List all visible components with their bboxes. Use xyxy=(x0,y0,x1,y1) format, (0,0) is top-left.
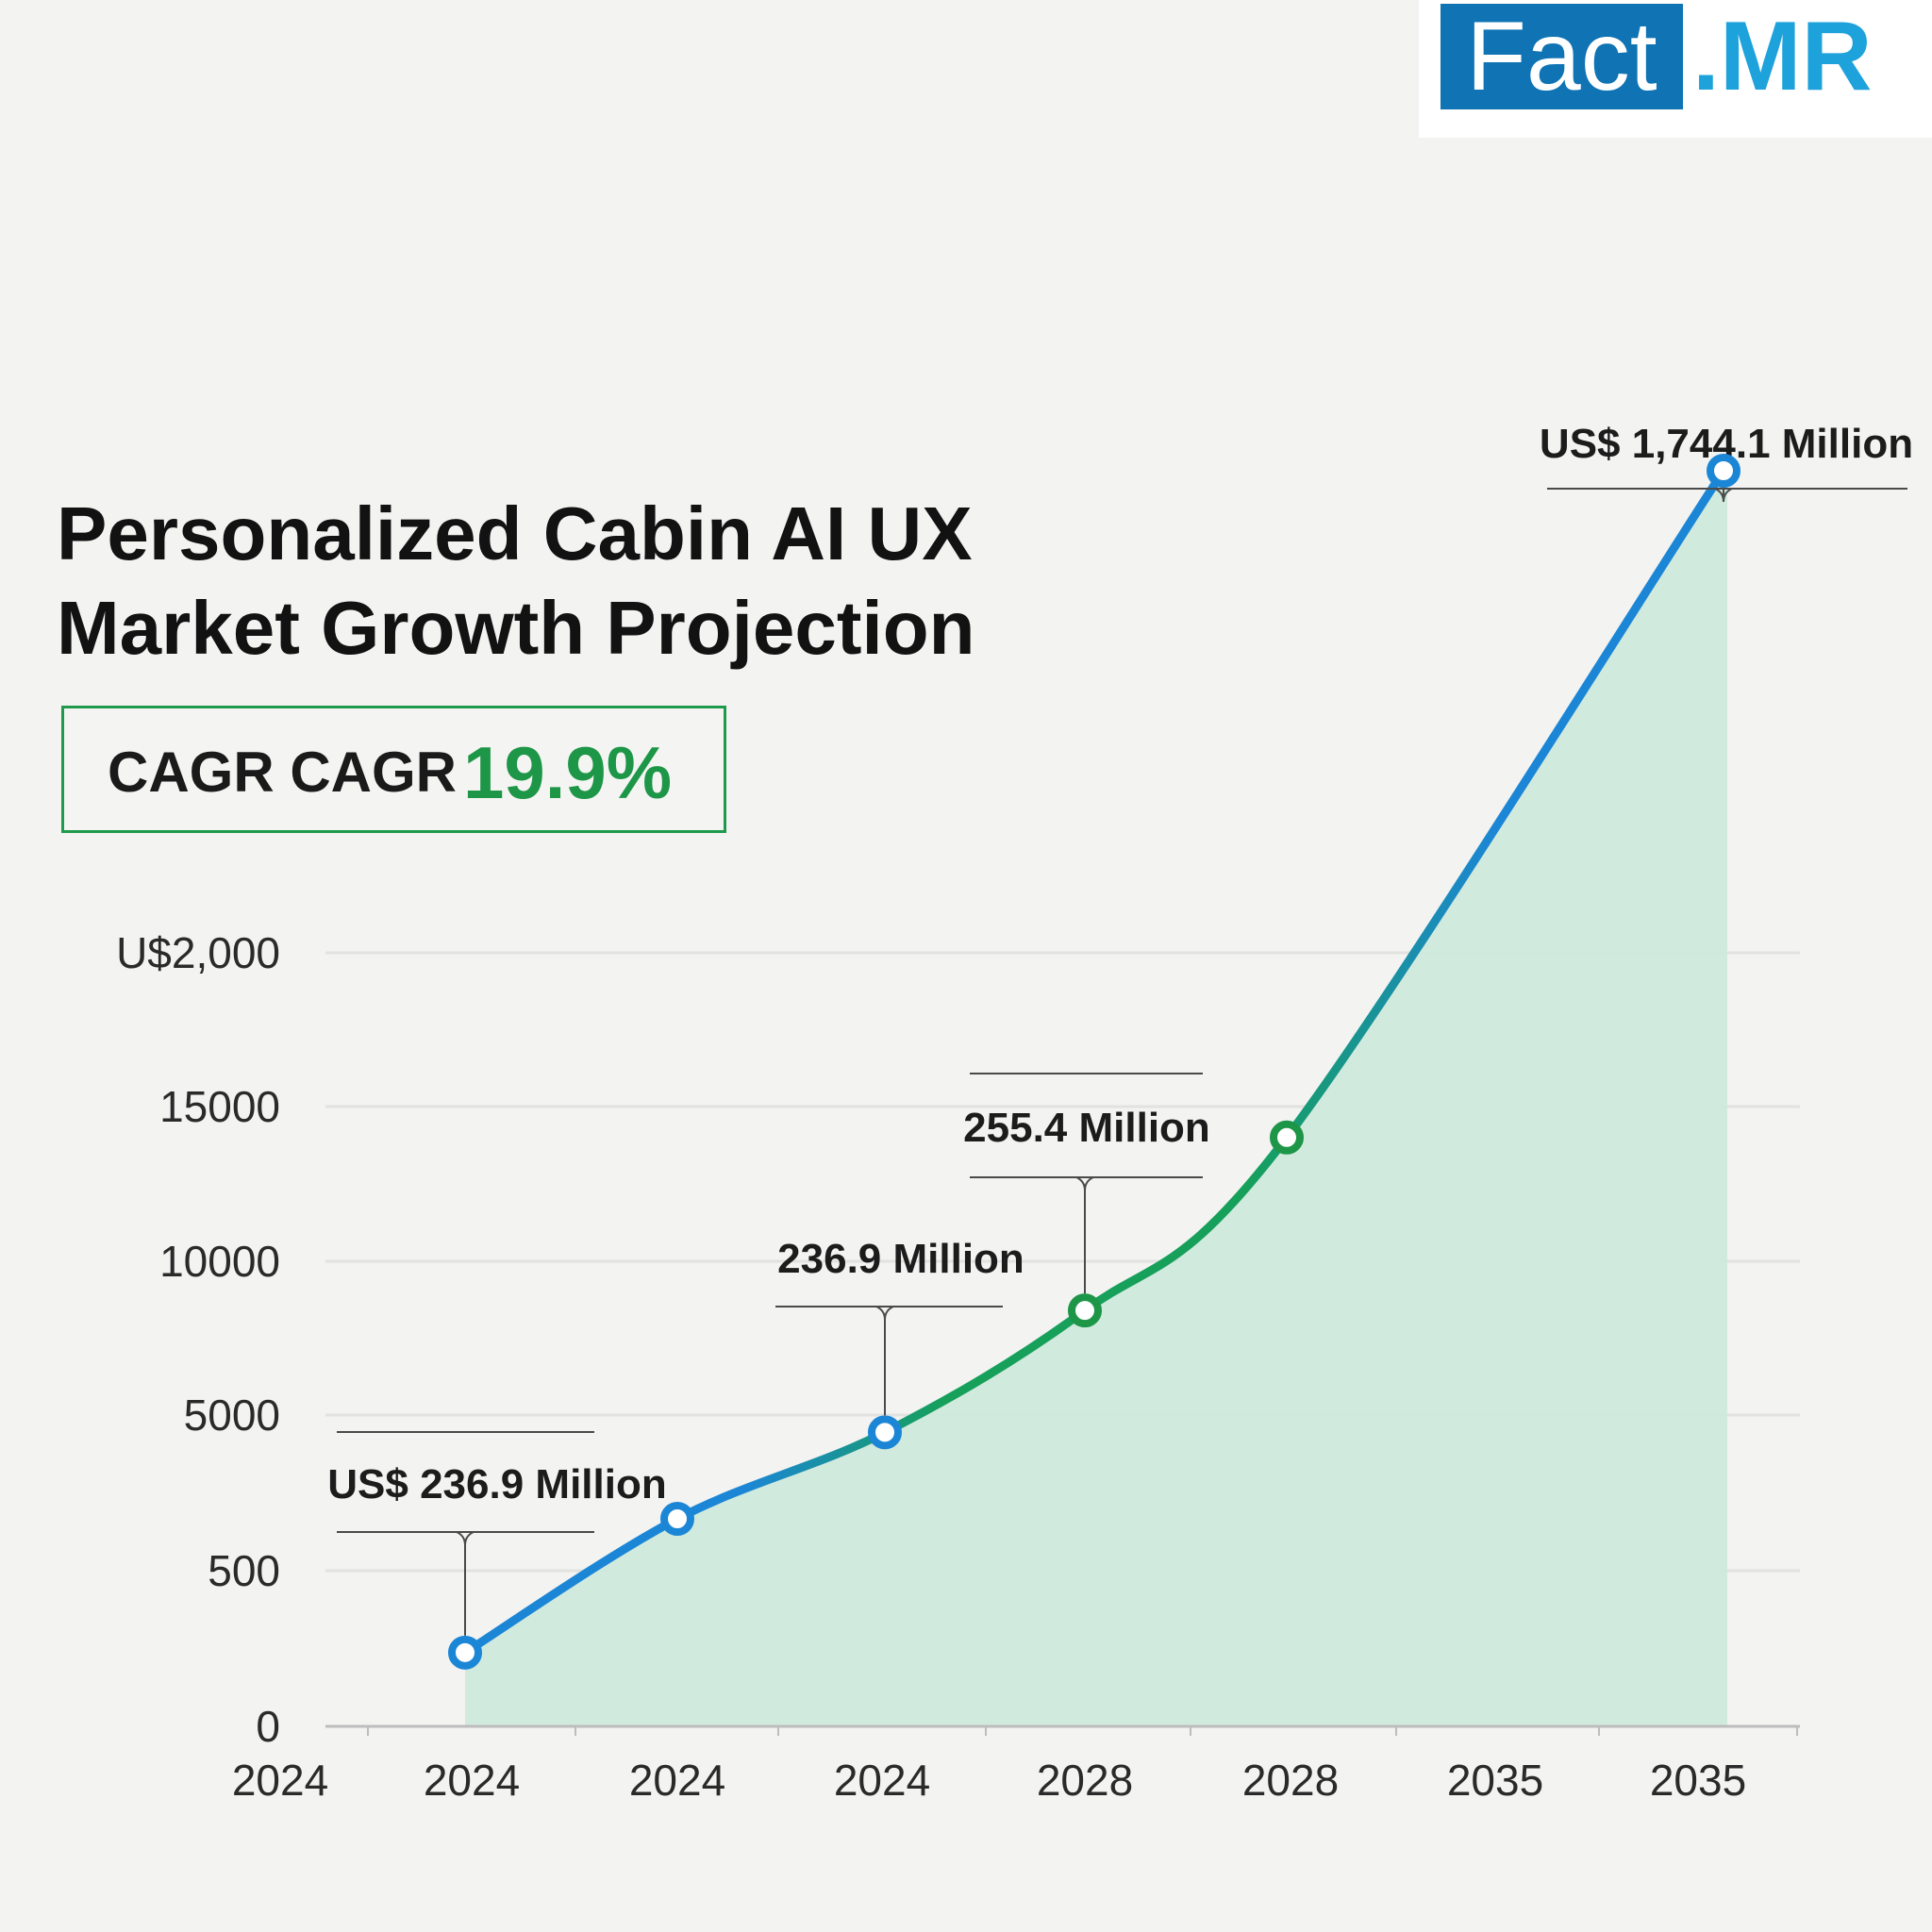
x-tick-label: 2028 xyxy=(1242,1756,1339,1805)
cagr-value: 19.9% xyxy=(463,731,673,814)
x-tick-label: 2024 xyxy=(834,1756,930,1805)
x-tick-label: 2035 xyxy=(1650,1756,1746,1805)
data-point xyxy=(448,1635,482,1670)
y-tick-label: 500 xyxy=(208,1546,280,1595)
callout-notch xyxy=(875,1306,894,1321)
x-tick-label: 2028 xyxy=(1037,1756,1133,1805)
chart-title-line-1: Personalized Cabin AI UX xyxy=(57,491,973,575)
logo-fact-text: Fact xyxy=(1441,4,1683,109)
area-fill xyxy=(465,471,1727,1726)
data-point xyxy=(1270,1120,1304,1155)
logo-mr-text: .MR xyxy=(1692,2,1873,111)
y-tick-label: 15000 xyxy=(159,1082,280,1131)
data-point xyxy=(1707,454,1740,488)
data-point xyxy=(660,1502,694,1536)
x-tick-label: 2035 xyxy=(1447,1756,1543,1805)
x-tick-label: 2024 xyxy=(232,1756,328,1805)
y-tick-label: 0 xyxy=(256,1702,280,1751)
y-tick-label: 5000 xyxy=(184,1391,280,1440)
callout-notch xyxy=(1075,1176,1094,1191)
data-point xyxy=(868,1415,902,1450)
chart-title-line-2: Market Growth Projection xyxy=(57,586,975,670)
callout-notch xyxy=(456,1531,475,1546)
cagr-label: CAGR CAGR xyxy=(108,741,457,804)
data-label: US$ 236.9 Million xyxy=(327,1461,666,1507)
data-label: 255.4 Million xyxy=(963,1105,1210,1151)
y-tick-label: U$2,000 xyxy=(116,928,280,977)
x-tick-label: 2024 xyxy=(629,1756,725,1805)
data-point xyxy=(1068,1293,1102,1328)
chart-title: Personalized Cabin AI UX Market Growth P… xyxy=(57,487,974,675)
cagr-badge: CAGR CAGR 19.9% xyxy=(61,706,726,833)
factmr-logo: Fact .MR xyxy=(1419,0,1932,138)
y-tick-label: 10000 xyxy=(159,1237,280,1286)
data-label: 236.9 Million xyxy=(777,1236,1024,1282)
x-tick-label: 2024 xyxy=(424,1756,520,1805)
